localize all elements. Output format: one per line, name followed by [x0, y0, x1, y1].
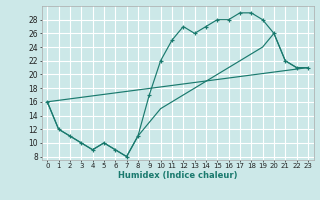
X-axis label: Humidex (Indice chaleur): Humidex (Indice chaleur) [118, 171, 237, 180]
